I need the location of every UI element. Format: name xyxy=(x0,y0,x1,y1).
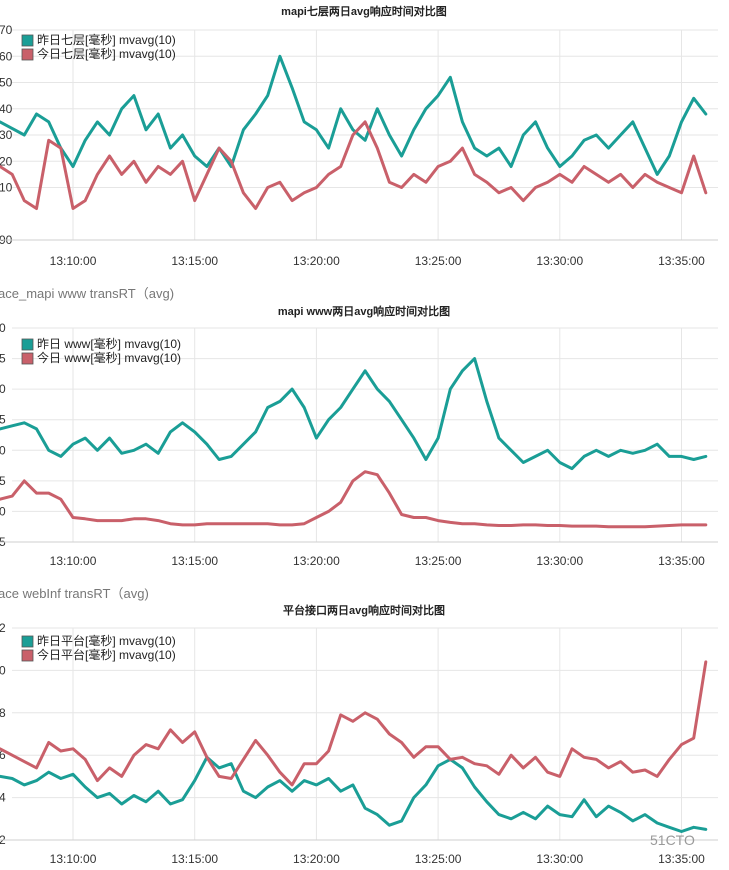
series-line-today xyxy=(0,470,708,529)
x-tick-label: 13:30:00 xyxy=(536,554,583,568)
chart-panel-mapi-www: ace_mapi www transRT（avg) mapi www两日avg响应… xyxy=(0,286,718,568)
chart-title: mapi七层两日avg响应时间对比图 xyxy=(281,4,447,18)
legend-swatch[interactable] xyxy=(21,352,34,365)
x-tick-label: 13:35:00 xyxy=(658,554,705,568)
x-tick-label: 13:25:00 xyxy=(415,254,462,268)
x-tick-label: 13:15:00 xyxy=(171,254,218,268)
y-tick-label: 60 xyxy=(0,49,13,63)
y-tick-label: 0 xyxy=(0,663,6,677)
x-tick-label: 13:35:00 xyxy=(658,254,705,268)
legend-swatch[interactable] xyxy=(21,338,34,351)
series-line-today xyxy=(0,120,708,210)
series-line-today xyxy=(0,660,708,787)
section-label: ace_mapi www transRT（avg) xyxy=(0,286,174,301)
x-tick-label: 13:20:00 xyxy=(293,852,340,866)
y-tick-label: 0 xyxy=(0,443,6,457)
legend-label: 昨日七层[毫秒] mvavg(10) xyxy=(37,32,176,47)
y-tick-label: 70 xyxy=(0,23,13,37)
y-tick-label: 2 xyxy=(0,621,6,635)
series-line-yesterday xyxy=(0,755,708,833)
y-tick-label: 5 xyxy=(0,413,6,427)
y-tick-label: 10 xyxy=(0,181,13,195)
legend-label: 今日平台[毫秒] mvavg(10) xyxy=(37,647,176,662)
chart-title: 平台接口两日avg响应时间对比图 xyxy=(283,603,445,617)
x-tick-label: 13:10:00 xyxy=(50,554,97,568)
x-tick-label: 13:35:00 xyxy=(658,852,705,866)
series-line-yesterday xyxy=(0,357,708,471)
section-label: ace webInf transRT（avg) xyxy=(0,586,149,601)
x-tick-label: 13:15:00 xyxy=(171,852,218,866)
legend-swatch[interactable] xyxy=(21,635,34,648)
y-tick-label: 0 xyxy=(0,382,6,396)
y-tick-label: 20 xyxy=(0,154,13,168)
x-tick-label: 13:10:00 xyxy=(50,852,97,866)
y-tick-label: 30 xyxy=(0,128,13,142)
legend-label: 昨日 www[毫秒] mvavg(10) xyxy=(37,336,181,351)
legend-label: 昨日平台[毫秒] mvavg(10) xyxy=(37,633,176,648)
chart-panel-platform: ace webInf transRT（avg) 平台接口两日avg响应时间对比图 2… xyxy=(0,586,718,866)
legend-label: 今日七层[毫秒] mvavg(10) xyxy=(37,46,176,61)
legend-swatch[interactable] xyxy=(21,649,34,662)
x-tick-label: 13:20:00 xyxy=(293,554,340,568)
y-tick-label: 40 xyxy=(0,102,13,116)
legend-swatch[interactable] xyxy=(21,48,34,61)
x-tick-label: 13:20:00 xyxy=(293,254,340,268)
y-tick-label: 50 xyxy=(0,76,13,90)
y-tick-label: 5 xyxy=(0,474,6,488)
x-tick-label: 13:30:00 xyxy=(536,254,583,268)
x-tick-label: 13:25:00 xyxy=(415,554,462,568)
y-tick-label: 4 xyxy=(0,791,6,805)
x-tick-label: 13:10:00 xyxy=(50,254,97,268)
legend-swatch[interactable] xyxy=(21,34,34,47)
legend-label: 今日 www[毫秒] mvavg(10) xyxy=(37,350,181,365)
y-tick-label: 8 xyxy=(0,706,6,720)
chart-title: mapi www两日avg响应时间对比图 xyxy=(278,304,450,318)
chart-panel-layer7: mapi七层两日avg响应时间对比图706050403020109013:10:… xyxy=(0,4,718,268)
series-line-yesterday xyxy=(0,54,708,176)
y-tick-label: 0 xyxy=(0,504,6,518)
watermark-text: 51CTO xyxy=(650,832,695,848)
x-tick-label: 13:25:00 xyxy=(415,852,462,866)
x-tick-label: 13:30:00 xyxy=(536,852,583,866)
y-tick-label: 0 xyxy=(0,321,6,335)
x-tick-label: 13:15:00 xyxy=(171,554,218,568)
y-tick-label: 6 xyxy=(0,748,6,762)
y-tick-label: 5 xyxy=(0,352,6,366)
